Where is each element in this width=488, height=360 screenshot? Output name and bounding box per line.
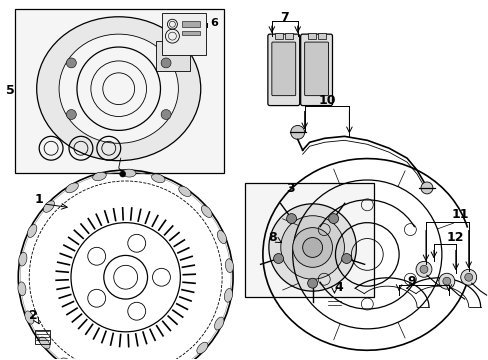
Circle shape [280, 216, 344, 279]
Text: 3: 3 [285, 183, 294, 195]
Bar [162, 13, 206, 55]
Ellipse shape [201, 206, 212, 217]
Circle shape [290, 125, 304, 139]
Text: 7: 7 [280, 11, 288, 24]
FancyBboxPatch shape [304, 42, 328, 96]
Ellipse shape [43, 201, 55, 212]
FancyBboxPatch shape [267, 34, 299, 105]
Text: 1: 1 [34, 193, 43, 206]
Text: 2: 2 [29, 310, 38, 323]
Text: 4: 4 [334, 281, 343, 294]
Bar [307, 33, 315, 39]
Circle shape [292, 228, 332, 267]
Circle shape [442, 277, 450, 285]
Ellipse shape [18, 282, 26, 296]
Circle shape [328, 213, 338, 224]
Circle shape [286, 213, 296, 224]
Ellipse shape [225, 259, 233, 273]
Ellipse shape [217, 230, 226, 244]
Ellipse shape [39, 337, 50, 349]
Circle shape [273, 253, 283, 264]
Circle shape [268, 204, 356, 291]
Ellipse shape [92, 172, 106, 181]
Ellipse shape [224, 288, 232, 302]
Circle shape [120, 171, 125, 177]
Circle shape [438, 273, 454, 289]
Text: 9: 9 [406, 275, 415, 288]
Circle shape [415, 261, 431, 277]
Circle shape [420, 182, 432, 194]
Bar [15, 9, 224, 173]
FancyBboxPatch shape [300, 34, 332, 105]
Ellipse shape [27, 225, 37, 238]
Circle shape [460, 269, 476, 285]
Text: 5: 5 [6, 84, 15, 97]
Text: 6: 6 [210, 18, 218, 28]
Bar [274, 33, 282, 39]
Circle shape [66, 58, 76, 68]
Ellipse shape [65, 183, 78, 193]
Ellipse shape [122, 169, 136, 177]
Circle shape [307, 278, 317, 288]
Ellipse shape [19, 252, 27, 266]
Circle shape [161, 109, 171, 120]
Bar [182, 21, 200, 27]
Text: 10: 10 [318, 94, 335, 107]
Text: 8: 8 [267, 231, 276, 244]
Ellipse shape [25, 311, 34, 324]
Ellipse shape [59, 34, 178, 143]
Ellipse shape [151, 174, 164, 183]
Circle shape [464, 273, 472, 281]
Bar [317, 33, 325, 39]
Circle shape [302, 238, 322, 257]
Ellipse shape [214, 317, 224, 330]
FancyBboxPatch shape [271, 42, 295, 96]
Bar [35, 330, 50, 344]
Bar [284, 33, 292, 39]
Circle shape [161, 58, 171, 68]
Ellipse shape [60, 358, 73, 360]
Circle shape [341, 253, 351, 264]
Ellipse shape [196, 342, 207, 354]
Circle shape [419, 265, 427, 273]
Ellipse shape [37, 17, 201, 161]
Bar [182, 31, 200, 35]
Bar [244, 183, 373, 297]
Circle shape [66, 109, 76, 120]
Text: 11: 11 [451, 208, 468, 221]
Bar [155, 41, 190, 71]
Ellipse shape [178, 186, 191, 197]
Text: 12: 12 [446, 231, 464, 244]
